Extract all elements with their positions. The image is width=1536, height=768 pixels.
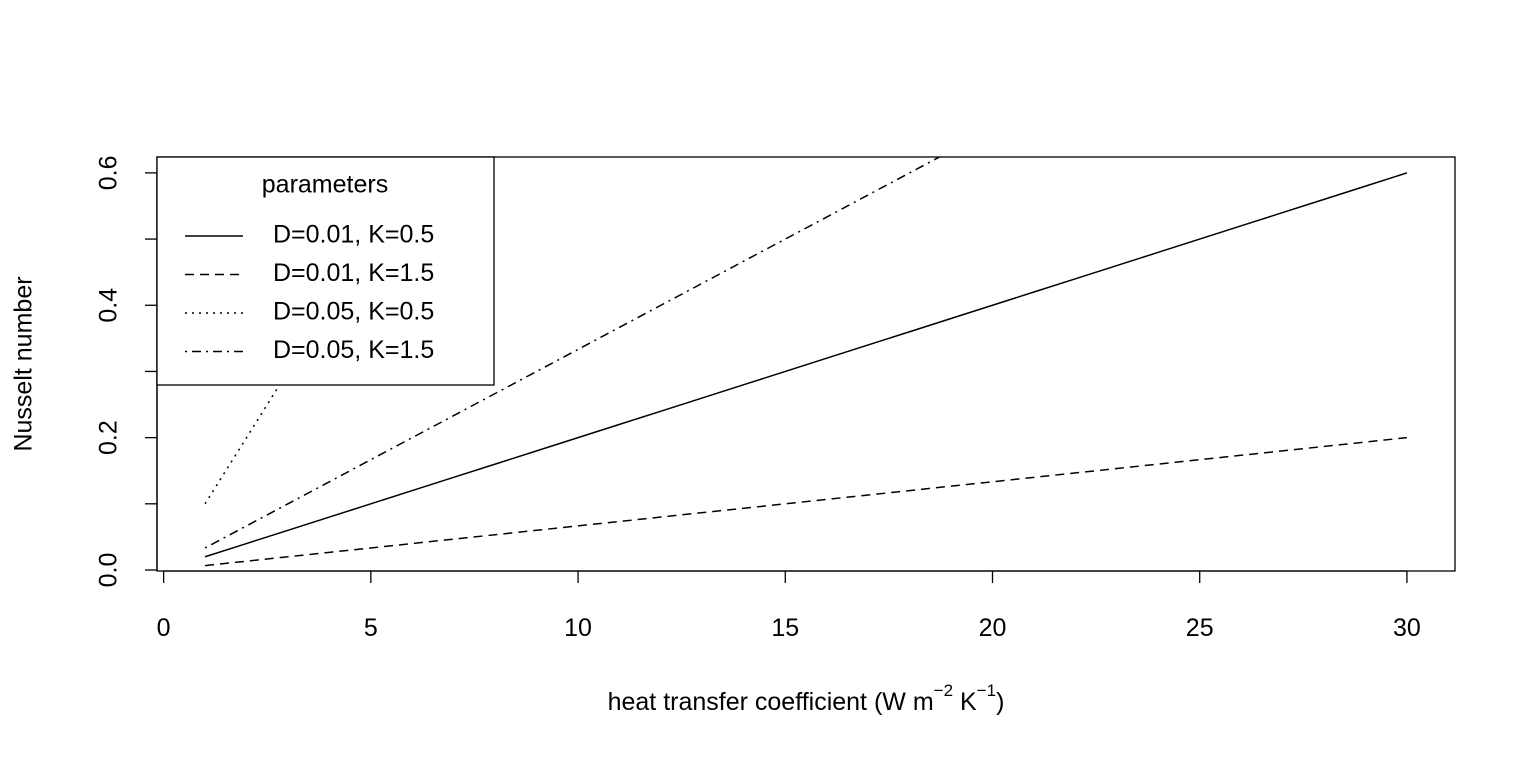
series-line — [204, 157, 942, 549]
legend-label: D=0.01, K=0.5 — [273, 221, 434, 249]
x-axis-label: heat transfer coefficient (W m−2 K−1) — [608, 681, 1005, 716]
x-tick-label: 30 — [1393, 614, 1421, 642]
legend-label: D=0.01, K=1.5 — [273, 259, 434, 287]
legend-label: D=0.05, K=0.5 — [273, 298, 434, 326]
y-tick-label: 0.4 — [95, 288, 123, 323]
series-line — [204, 436, 1408, 567]
plot-area — [204, 157, 1408, 567]
x-axis-label-part: (W m — [874, 688, 934, 716]
legend-box — [156, 156, 495, 386]
y-tick-label: 0.0 — [95, 553, 123, 588]
y-tick-label: 0.2 — [95, 420, 123, 455]
series-line — [204, 172, 1408, 558]
x-axis-label-part: −1 — [977, 681, 996, 700]
y-axis-label: Nusselt number — [10, 276, 38, 451]
x-tick-label: 25 — [1186, 614, 1214, 642]
x-axis-label-part: −2 — [934, 681, 953, 700]
x-tick-label: 15 — [771, 614, 799, 642]
x-axis-label-part: ) — [996, 688, 1004, 716]
legend-label: D=0.05, K=1.5 — [273, 336, 434, 364]
x-axis-label-part: K — [953, 688, 977, 716]
x-tick-label: 0 — [157, 614, 171, 642]
x-axis-label-part: heat transfer coefficient — [608, 688, 874, 716]
x-tick-label: 10 — [564, 614, 592, 642]
x-tick-label: 5 — [364, 614, 378, 642]
legend-title: parameters — [262, 171, 388, 199]
y-tick-label: 0.6 — [95, 156, 123, 191]
x-tick-label: 20 — [979, 614, 1007, 642]
